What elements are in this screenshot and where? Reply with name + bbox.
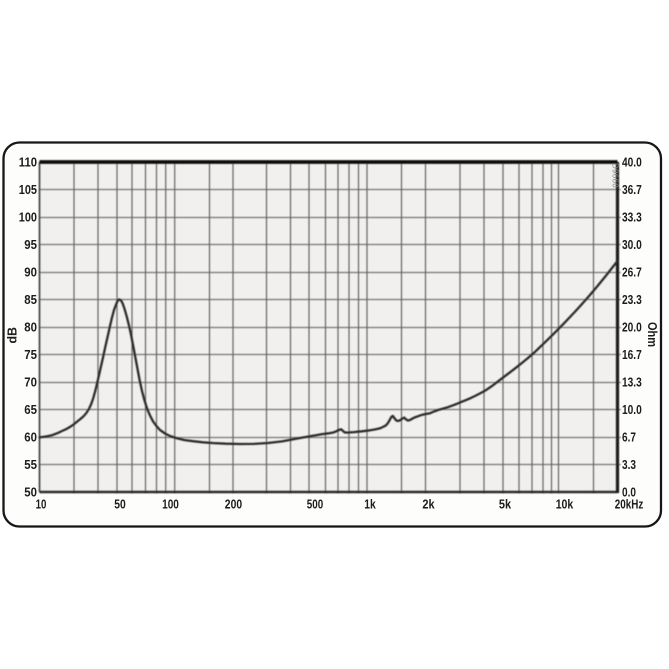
svg-text:70: 70 xyxy=(24,375,37,390)
svg-text:26.7: 26.7 xyxy=(622,266,642,280)
svg-text:3.3: 3.3 xyxy=(622,458,636,472)
svg-text:40.0: 40.0 xyxy=(622,156,642,170)
svg-text:80: 80 xyxy=(24,320,37,335)
svg-text:85: 85 xyxy=(24,292,37,307)
svg-text:dB: dB xyxy=(5,327,20,344)
svg-text:16.7: 16.7 xyxy=(622,348,642,362)
svg-text:2k: 2k xyxy=(422,498,434,512)
svg-text:100: 100 xyxy=(162,498,179,512)
svg-text:500: 500 xyxy=(307,498,323,512)
svg-text:50: 50 xyxy=(24,485,37,500)
svg-text:1k: 1k xyxy=(364,498,376,512)
svg-text:36.7: 36.7 xyxy=(622,183,642,197)
svg-text:200: 200 xyxy=(225,498,242,512)
svg-text:90: 90 xyxy=(24,265,37,280)
svg-text:50: 50 xyxy=(114,498,126,512)
svg-text:95: 95 xyxy=(24,237,37,252)
svg-text:23.3: 23.3 xyxy=(622,293,642,307)
svg-text:20.0: 20.0 xyxy=(622,321,642,335)
svg-text:10: 10 xyxy=(36,498,47,512)
svg-text:105: 105 xyxy=(19,182,37,197)
svg-text:75: 75 xyxy=(24,347,37,362)
svg-text:0.0: 0.0 xyxy=(622,486,636,500)
svg-text:13.3: 13.3 xyxy=(622,376,642,390)
svg-text:20kHz: 20kHz xyxy=(615,498,644,512)
svg-text:55: 55 xyxy=(24,457,37,472)
svg-text:30.0: 30.0 xyxy=(622,238,642,252)
svg-text:Ohm: Ohm xyxy=(645,322,659,347)
svg-text:100: 100 xyxy=(19,210,37,225)
svg-text:10k: 10k xyxy=(556,498,574,512)
svg-text:5k: 5k xyxy=(499,498,511,512)
svg-text:D9660: D9660 xyxy=(611,163,620,188)
svg-text:110: 110 xyxy=(19,155,37,170)
svg-text:60: 60 xyxy=(24,430,37,445)
svg-text:6.7: 6.7 xyxy=(622,431,636,445)
svg-text:65: 65 xyxy=(24,402,37,417)
svg-text:33.3: 33.3 xyxy=(622,211,642,225)
svg-text:10.0: 10.0 xyxy=(622,403,642,417)
